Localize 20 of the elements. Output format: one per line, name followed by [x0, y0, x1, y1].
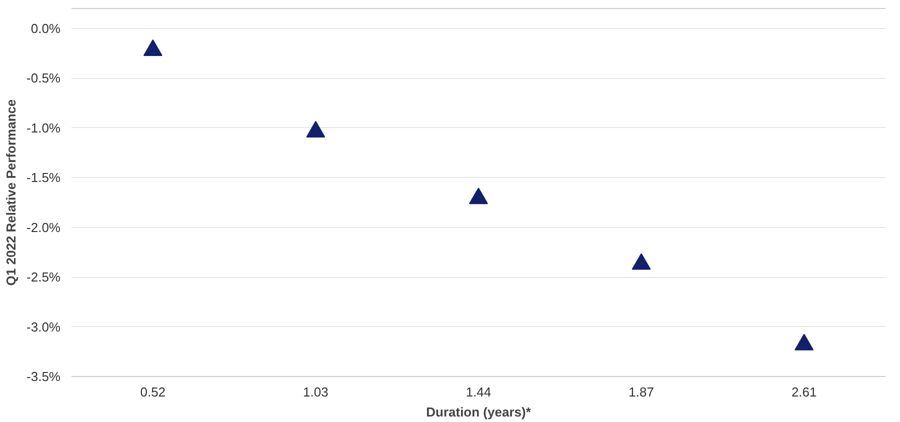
y-tick-label: 0.0%	[30, 20, 61, 36]
y-tick-label: -2.0%	[26, 220, 61, 235]
x-axis-title: Duration (years)*	[426, 404, 532, 420]
y-tick-label: -3.5%	[26, 369, 61, 384]
point	[469, 188, 488, 204]
point	[632, 253, 651, 270]
y-axis-title: Q1 2022 Relative Performance	[4, 99, 19, 286]
point	[306, 120, 326, 138]
x-tick-label: 0.52	[140, 384, 166, 400]
x-tick-label: 1.44	[466, 384, 492, 400]
y-tick-label: -1.0%	[26, 120, 61, 136]
x-tick-label: 1.87	[628, 384, 654, 400]
y-tick-label: -2.5%	[26, 270, 61, 285]
y-tick-label: -0.5%	[26, 70, 61, 86]
y-tick-label: -1.5%	[26, 170, 61, 186]
y-tick-label: -3.0%	[26, 319, 61, 334]
x-tick-label: 2.61	[791, 384, 817, 400]
point	[143, 39, 162, 56]
point	[794, 334, 814, 350]
x-tick-label: 1.03	[303, 384, 328, 400]
